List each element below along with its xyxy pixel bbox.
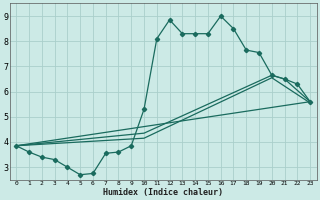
X-axis label: Humidex (Indice chaleur): Humidex (Indice chaleur) (103, 188, 223, 197)
